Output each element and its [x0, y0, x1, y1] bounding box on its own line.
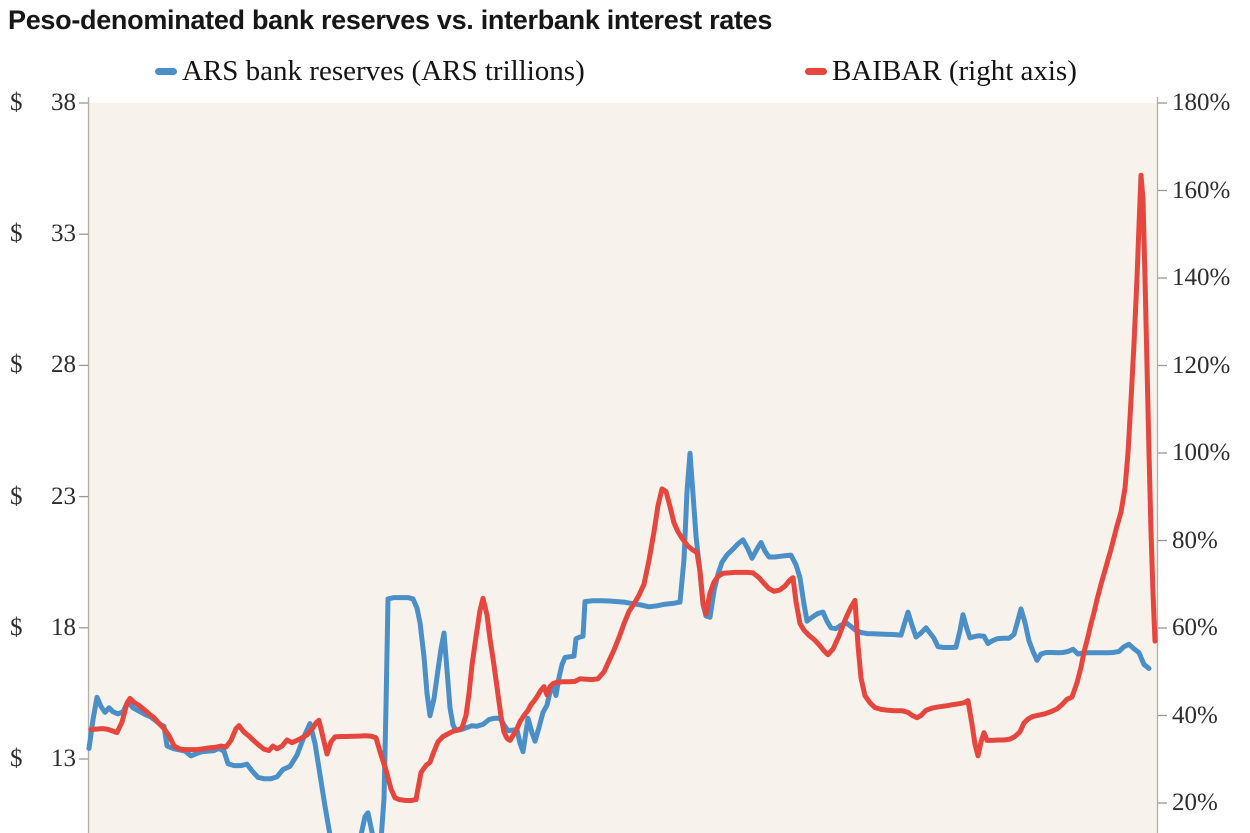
legend-item-reserves: ARS bank reserves (ARS trillions) — [155, 50, 585, 92]
reserves-line-marker-icon — [155, 67, 177, 75]
right-axis-tick-label: 80% — [1172, 526, 1218, 554]
baibar-line — [88, 172, 1158, 804]
currency-symbol: $ — [10, 220, 23, 248]
currency-symbol: $ — [10, 745, 23, 772]
left-axis-tick-label: $38 — [10, 88, 76, 118]
legend: ARS bank reserves (ARS trillions) BAIBAR… — [0, 50, 1250, 92]
left-axis-tick-label: $13 — [10, 744, 76, 774]
right-axis-tick-label: 60% — [1172, 614, 1218, 641]
left-axis-tick-label: $23 — [10, 482, 76, 512]
plot-background — [89, 103, 1158, 833]
right-axis-tick-label: 120% — [1172, 351, 1231, 379]
right-axis-tick-label: 180% — [1172, 89, 1231, 116]
legend-label-baibar: BAIBAR (right axis) — [832, 55, 1077, 87]
right-axis-tick-label: 40% — [1172, 701, 1218, 729]
left-axis-tick-label: $33 — [10, 219, 76, 249]
tick-value: 28 — [51, 351, 76, 379]
currency-symbol: $ — [10, 89, 23, 116]
right-axis-tick-label: 140% — [1172, 264, 1231, 291]
tick-value: 13 — [51, 745, 76, 772]
left-axis-tick-label: $28 — [10, 350, 76, 380]
right-axis-tick-label: 20% — [1172, 789, 1218, 816]
tick-value: 23 — [51, 482, 76, 510]
tick-value: 33 — [51, 220, 76, 248]
baibar-line-marker-icon — [805, 67, 827, 75]
currency-symbol: $ — [10, 482, 23, 510]
left-axis-tick-label: $18 — [10, 613, 76, 643]
currency-symbol: $ — [10, 613, 23, 641]
tick-value: 38 — [51, 89, 76, 116]
chart-title: Peso-denominated bank reserves vs. inter… — [8, 5, 773, 35]
tick-value: 18 — [51, 613, 76, 641]
right-axis-tick-label: 160% — [1172, 176, 1231, 204]
right-axis-tick-label: 100% — [1172, 439, 1231, 466]
currency-symbol: $ — [10, 351, 23, 379]
legend-item-baibar: BAIBAR (right axis) — [805, 50, 1077, 92]
legend-label-reserves: ARS bank reserves (ARS trillions) — [182, 55, 585, 87]
reserves-line — [86, 450, 1152, 833]
